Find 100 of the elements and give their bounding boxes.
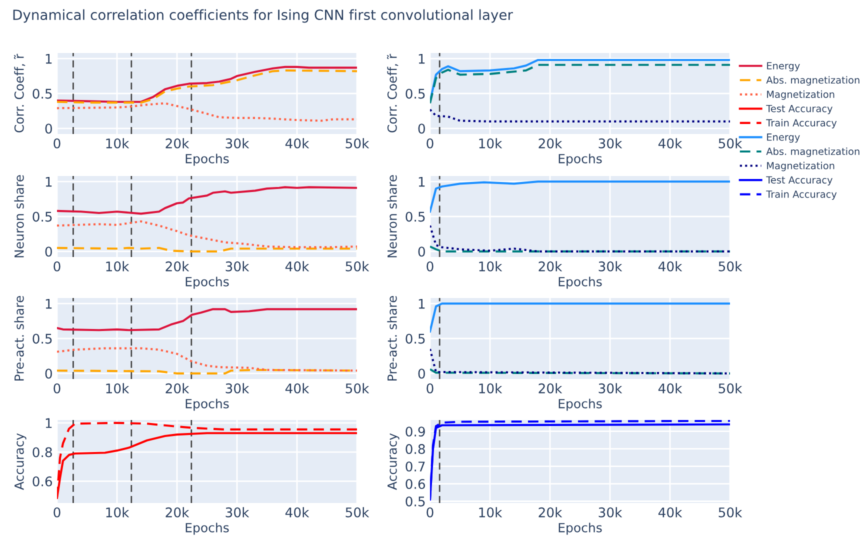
x-tick-label: 30k (598, 261, 622, 272)
x-tick-label: 40k (285, 383, 310, 394)
legend-label: Abs. magnetization (766, 76, 860, 86)
x-tick-label: 50k (346, 138, 370, 148)
x-tick-label: 0 (54, 138, 60, 148)
legend-label: Test Accuracy (766, 176, 832, 186)
x-tick-label: 20k (166, 507, 190, 518)
x-tick-label: 50k (346, 507, 370, 518)
x-tick-label: 20k (166, 261, 190, 272)
y-tick-label: 0 (418, 368, 425, 379)
x-tick-label: 20k (538, 383, 562, 394)
y-tick-label: 0.5 (406, 88, 425, 99)
x-axis-title: Epochs (558, 276, 602, 289)
x-tick-label: 0 (54, 383, 60, 394)
x-tick-label: 40k (285, 507, 310, 518)
x-tick-label: 10k (479, 138, 502, 148)
x-tick-label: 30k (598, 138, 622, 148)
y-tick-label: 0 (45, 246, 52, 257)
y-axis-title: Accuracy (388, 433, 400, 490)
x-tick-label: 50k (346, 261, 370, 272)
y-tick-label: 0.5 (406, 496, 425, 506)
x-tick-label: 30k (226, 261, 250, 272)
legend-label: Test Accuracy (766, 105, 832, 114)
x-tick-label: 10k (106, 138, 130, 148)
line-series (57, 102, 357, 122)
y-axis-title: Corr. Coeff, r̃ (14, 54, 26, 132)
line-series (57, 347, 357, 372)
y-tick-label: 0.8 (406, 444, 425, 454)
line-series (430, 180, 730, 213)
x-tick-label: 40k (658, 261, 682, 272)
x-tick-label: 10k (479, 261, 502, 272)
y-axis-title: Accuracy (14, 433, 26, 490)
x-tick-label: 40k (285, 261, 310, 272)
y-tick-label: 0.5 (32, 88, 52, 99)
y-tick-label: 1 (46, 418, 52, 428)
legend-label: Train Accuracy (766, 190, 837, 200)
x-tick-label: 40k (658, 383, 682, 394)
y-tick-label: 0 (45, 124, 52, 134)
y-tick-label: 0.6 (32, 476, 52, 486)
x-axis-title: Epochs (558, 398, 602, 411)
x-tick-label: 50k (718, 261, 742, 272)
y-tick-label: 0.5 (406, 212, 425, 222)
line-series (57, 308, 357, 332)
x-tick-label: 40k (285, 138, 310, 148)
y-axis-title: Pre-act. share (14, 296, 24, 380)
x-tick-label: 50k (718, 507, 742, 518)
line-series (430, 108, 730, 122)
x-tick-label: 0 (54, 507, 60, 518)
y-axis-title: Corr. Coeff, r̃ (386, 54, 398, 132)
y-tick-label: 0.7 (406, 462, 425, 472)
x-tick-label: 50k (346, 383, 370, 394)
y-tick-label: 0 (418, 124, 425, 134)
x-axis-title: Epochs (186, 398, 229, 411)
x-tick-label: 30k (226, 138, 250, 148)
x-tick-label: 40k (658, 138, 682, 148)
x-tick-label: 0 (426, 383, 434, 394)
x-tick-label: 0 (426, 261, 434, 272)
chart-title: Dynamical correlation coefficients for Ising CNN first convolutional layer (13, 9, 513, 23)
y-tick-label: 1 (46, 298, 52, 309)
y-tick-label: 0.8 (32, 447, 52, 458)
x-tick-label: 0 (54, 261, 60, 272)
x-tick-label: 20k (166, 383, 190, 394)
y-tick-label: 0.6 (406, 479, 426, 489)
x-tick-label: 0 (426, 507, 434, 518)
y-tick-label: 0.9 (406, 426, 425, 437)
legend-label: Magnetization (767, 162, 834, 172)
x-tick-label: 50k (718, 383, 742, 394)
y-tick-label: 1 (418, 298, 425, 309)
x-axis-title: Epochs (186, 154, 229, 166)
x-axis-title: Epochs (186, 522, 229, 535)
y-tick-label: 0.5 (32, 212, 52, 222)
x-tick-label: 10k (106, 261, 130, 272)
x-axis-title: Epochs (186, 276, 229, 289)
x-tick-label: 10k (106, 383, 130, 394)
y-axis-title: Neuron share (387, 175, 397, 258)
line-series (430, 224, 730, 252)
legend-label: Energy (767, 134, 800, 143)
x-tick-label: 30k (598, 507, 622, 518)
legend-label: Magnetization (767, 90, 834, 100)
y-axis-title: Neuron share (14, 175, 24, 258)
x-tick-label: 30k (226, 383, 250, 394)
legend-label: Train Accuracy (766, 118, 837, 128)
y-tick-label: 0.5 (406, 334, 425, 344)
y-tick-label: 1 (46, 54, 52, 64)
legend-label: Energy (767, 62, 800, 72)
line-series (57, 220, 357, 248)
y-tick-label: 1 (46, 176, 52, 187)
y-tick-label: 1 (418, 176, 425, 187)
x-tick-label: 10k (479, 507, 502, 518)
x-tick-label: 20k (538, 138, 562, 148)
y-tick-label: 0 (418, 246, 425, 257)
line-series (57, 186, 357, 215)
y-tick-label: 0 (45, 368, 52, 379)
y-tick-label: 0.5 (32, 334, 52, 344)
x-tick-label: 40k (658, 507, 682, 518)
y-tick-label: 1 (418, 54, 425, 64)
x-tick-label: 0 (426, 138, 434, 148)
y-axis-title: Pre-act. share (387, 296, 397, 380)
x-tick-label: 20k (538, 261, 562, 272)
x-tick-label: 20k (538, 507, 562, 518)
